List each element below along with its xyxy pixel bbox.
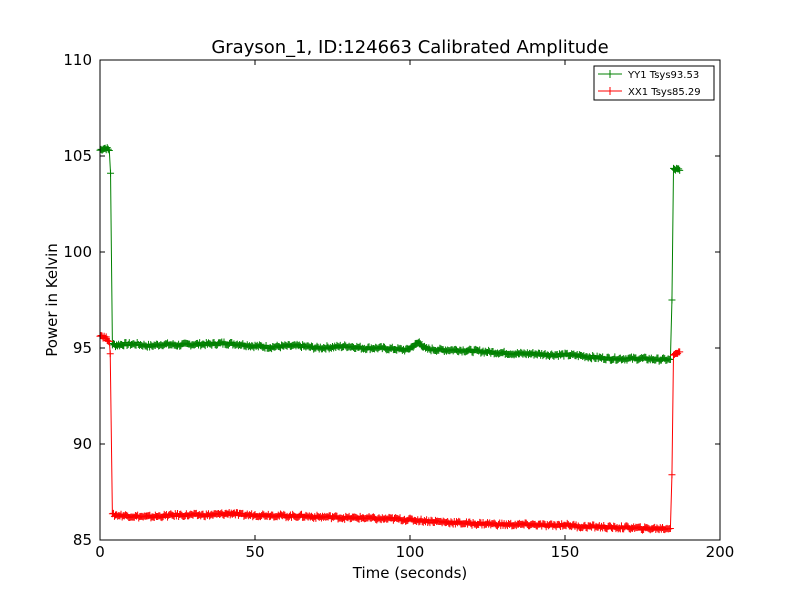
x-tick-label: 0: [95, 543, 105, 561]
series-2: [96, 331, 684, 534]
legend-box: [593, 65, 715, 101]
y-tick-label: 100: [63, 243, 92, 261]
legend-marker: [606, 87, 614, 95]
legend-label: YY1 Tsys93.53: [627, 70, 699, 81]
y-tick-label: 95: [73, 339, 92, 357]
y-tick-label: 85: [73, 531, 92, 549]
y-axis-label: Power in Kelvin: [43, 243, 61, 357]
plot-area: [96, 144, 684, 534]
y-axis: 85 90 95 100 105 110: [63, 51, 720, 549]
x-tick-label: 150: [551, 543, 580, 561]
x-axis-label: Time (seconds): [352, 564, 468, 582]
x-tick-label: 100: [396, 543, 425, 561]
x-axis: 0 50 100 150 200: [95, 60, 734, 561]
series-layer: [96, 144, 684, 534]
y-tick-label: 110: [63, 51, 92, 69]
y-tick-label: 90: [73, 435, 92, 453]
legend-marker: [606, 70, 614, 78]
x-tick-label: 200: [706, 543, 735, 561]
legend-label: XX1 Tsys85.29: [628, 87, 701, 98]
y-tick-label: 105: [63, 147, 92, 165]
chart-title: Grayson_1, ID:124663 Calibrated Amplitud…: [211, 37, 608, 58]
legend: YY1 Tsys93.53 XX1 Tsys85.29: [593, 65, 715, 101]
x-tick-label: 50: [245, 543, 264, 561]
